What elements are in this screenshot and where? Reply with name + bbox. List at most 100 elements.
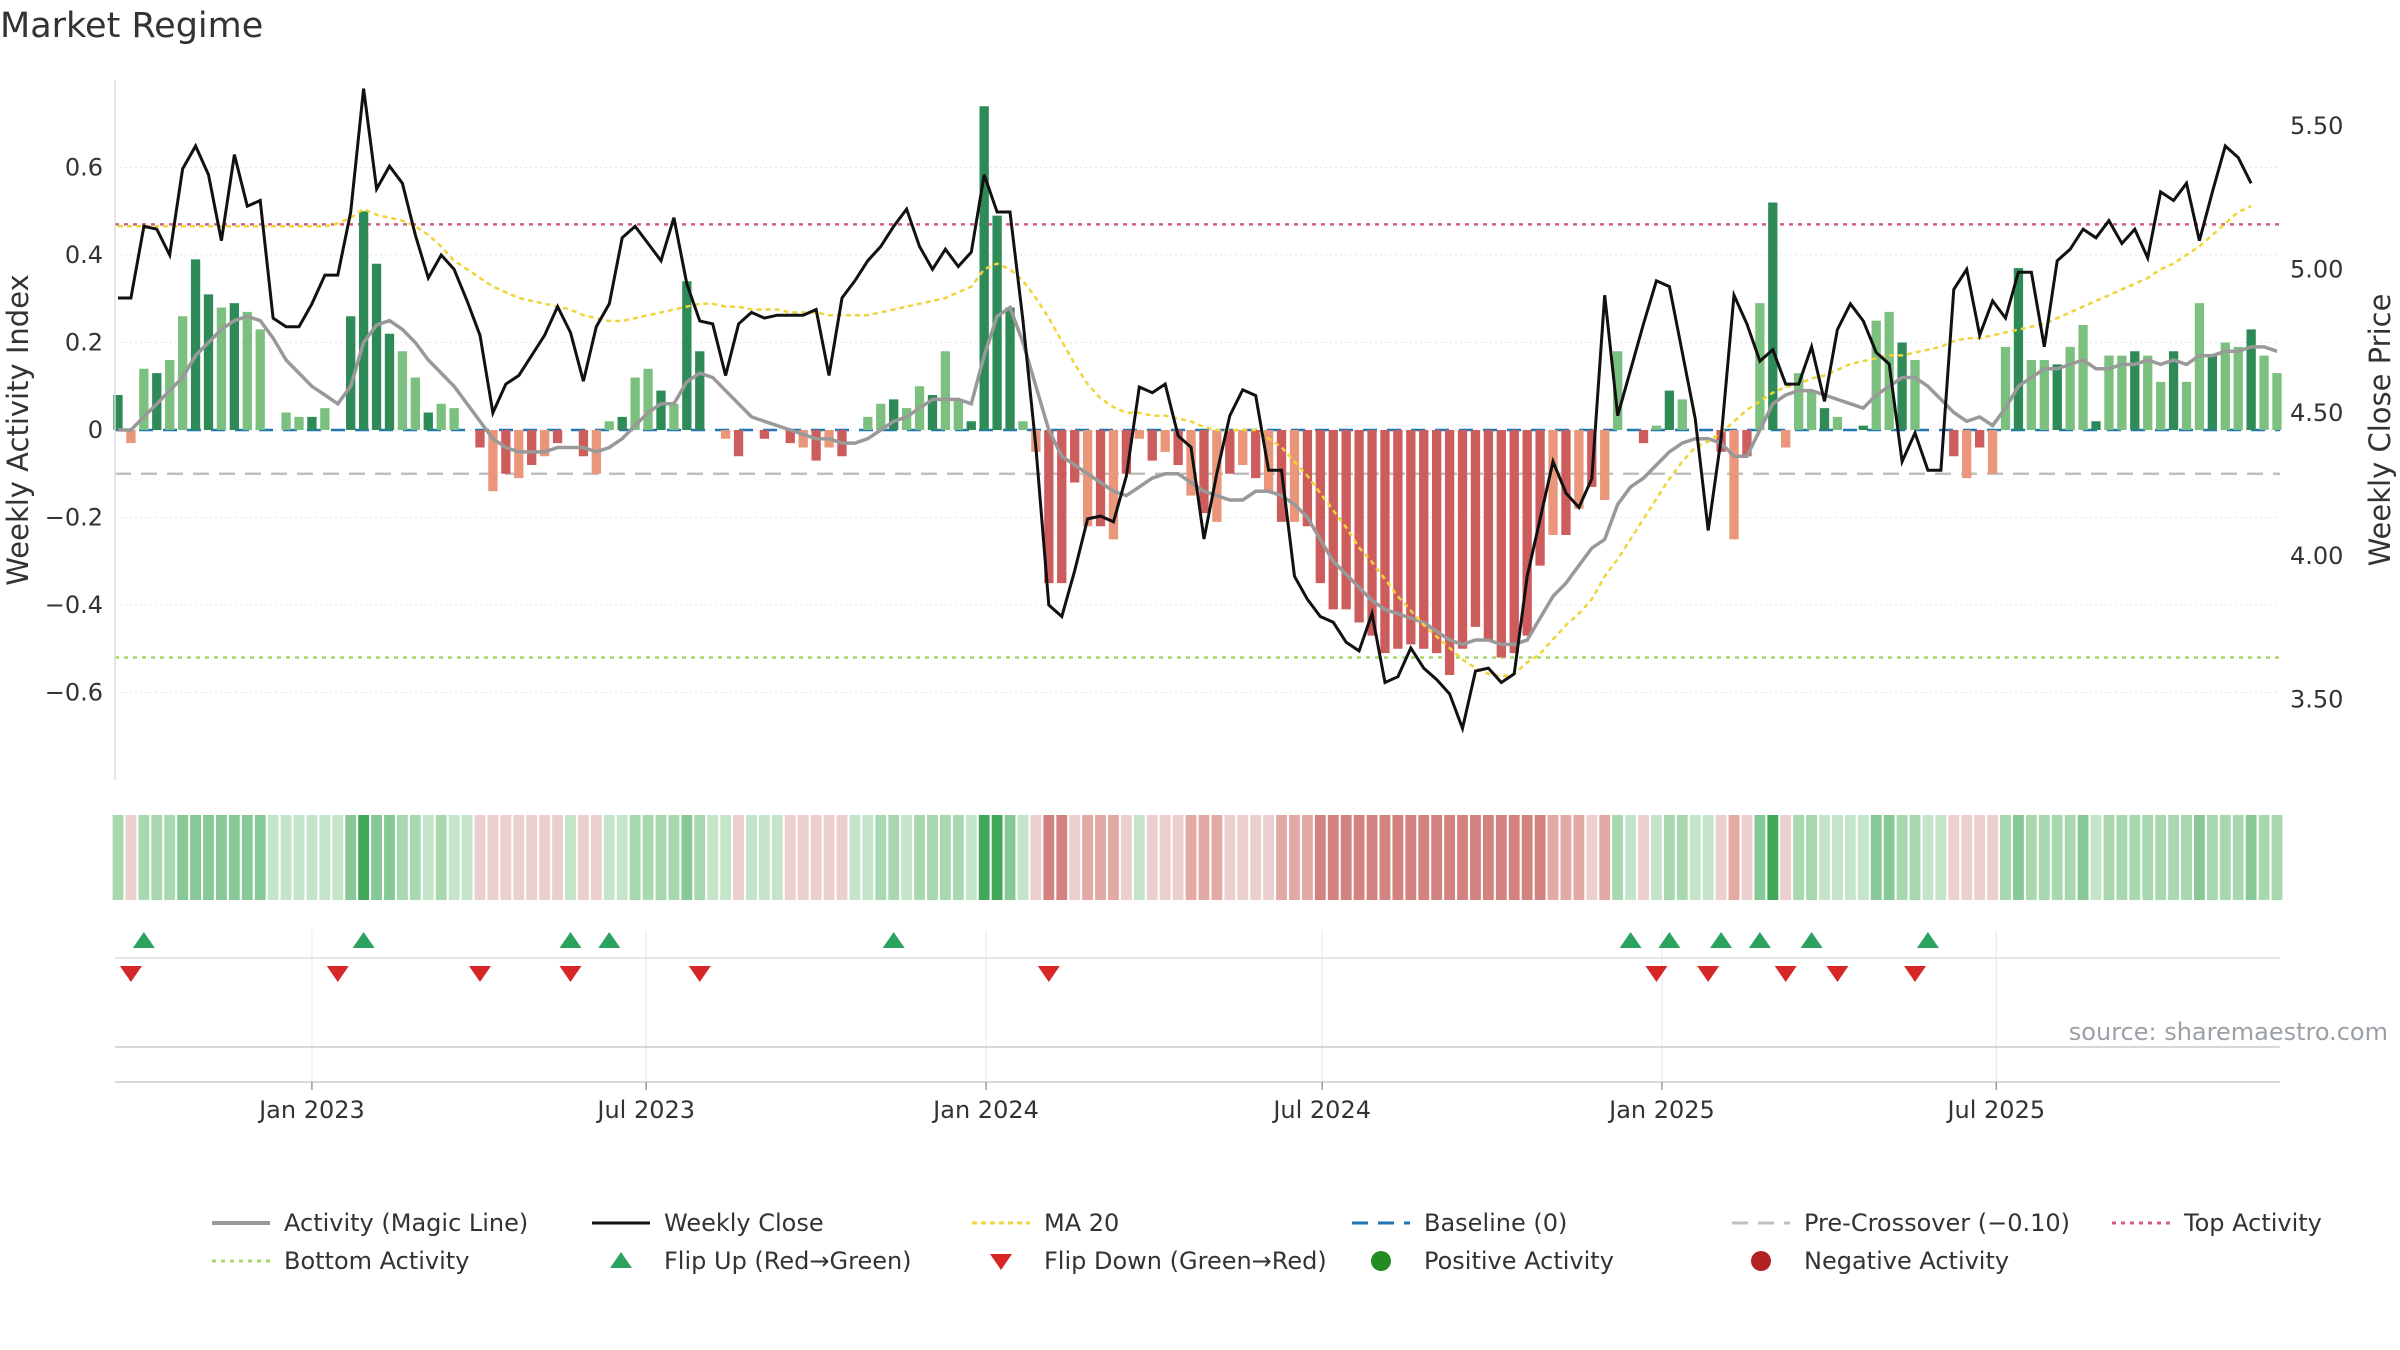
activity-bar — [1768, 202, 1778, 430]
ytick-label: −0.4 — [45, 591, 103, 619]
activity-bar — [1367, 430, 1377, 636]
flip-down-marker — [688, 966, 711, 982]
regime-cell — [875, 815, 887, 900]
activity-bar — [1018, 421, 1028, 430]
activity-bar — [1561, 430, 1571, 535]
regime-cell — [668, 815, 680, 900]
legend-label: Bottom Activity — [284, 1247, 470, 1275]
activity-bar — [1949, 430, 1959, 457]
regime-cell — [978, 815, 990, 900]
regime-cell — [849, 815, 861, 900]
activity-bar — [1380, 430, 1390, 654]
legend-symbol-precross — [1732, 1221, 1790, 1225]
legend-label: Flip Down (Green→Red) — [1044, 1247, 1327, 1275]
flip-up-marker — [1800, 932, 1823, 948]
regime-cell — [151, 815, 163, 900]
regime-cell — [138, 815, 150, 900]
activity-bar — [1794, 373, 1804, 430]
activity-bar — [1457, 430, 1468, 649]
regime-cell — [1120, 815, 1132, 900]
activity-bar — [1819, 408, 1830, 430]
activity-bar — [1121, 430, 1132, 474]
activity-bar — [1444, 430, 1455, 675]
regime-cell — [952, 815, 964, 900]
regime-cell — [1237, 815, 1249, 900]
y2tick-label: 4.00 — [2290, 542, 2343, 570]
regime-cell — [319, 815, 331, 900]
activity-bar — [1483, 430, 1494, 640]
activity-bar — [2233, 346, 2243, 430]
regime-cell — [1263, 815, 1275, 900]
regime-cell — [228, 815, 240, 900]
activity-bar — [1574, 430, 1584, 509]
regime-cell — [1146, 815, 1158, 900]
y2tick-label: 5.00 — [2290, 255, 2343, 283]
activity-bar — [1095, 430, 1106, 527]
regime-cell — [1883, 815, 1895, 900]
activity-bar — [2272, 373, 2282, 430]
regime-cell — [396, 815, 408, 900]
regime-cell — [1547, 815, 1559, 900]
regime-cell — [616, 815, 628, 900]
activity-bar — [1613, 351, 1623, 430]
regime-cell — [2116, 815, 2128, 900]
regime-cell — [1974, 815, 1986, 900]
y2-axis-label: Weekly Close Price — [2363, 294, 2397, 567]
activity-bar — [1005, 307, 1015, 430]
regime-cell — [448, 815, 460, 900]
activity-bar — [643, 368, 653, 430]
regime-cell — [2245, 815, 2257, 900]
regime-cell — [1909, 815, 1921, 900]
legend-symbol-flipup — [610, 1252, 632, 1268]
regime-cell — [500, 815, 512, 900]
ytick-label: 0.2 — [65, 329, 103, 357]
activity-bar — [2207, 355, 2218, 430]
activity-bar — [229, 303, 240, 430]
activity-bar — [940, 351, 951, 430]
regime-cell — [927, 815, 938, 900]
regime-cell — [513, 815, 525, 900]
regime-cell — [1198, 815, 1210, 900]
activity-bar — [578, 430, 589, 457]
activity-bar — [2078, 325, 2088, 430]
regime-cell — [939, 815, 951, 900]
legend-item-top: Top Activity — [2110, 1208, 2322, 1238]
regime-cell — [1095, 815, 1106, 900]
activity-bar — [1186, 430, 1196, 496]
regime-cell — [1508, 815, 1520, 900]
activity-bar — [2065, 346, 2075, 430]
regime-cell — [1676, 815, 1688, 900]
regime-cell — [526, 815, 538, 900]
regime-cell — [836, 815, 848, 900]
flip-up-marker — [559, 932, 582, 948]
regime-cell — [1224, 815, 1236, 900]
activity-bar — [901, 408, 912, 430]
activity-bar — [488, 430, 498, 492]
y-axis-label: Weekly Activity Index — [1, 274, 35, 585]
regime-cell — [577, 815, 589, 900]
ma20-series — [118, 205, 2252, 678]
regime-cell — [1405, 815, 1417, 900]
xtick-label: Jul 2023 — [595, 1096, 695, 1124]
regime-cell — [2232, 815, 2244, 900]
flip-down-marker — [1774, 966, 1797, 982]
regime-cell — [2206, 815, 2218, 900]
regime-cell — [655, 815, 667, 900]
activity-bar — [1225, 430, 1235, 474]
activity-bar — [346, 316, 356, 430]
activity-bar — [1677, 399, 1687, 430]
activity-bar — [2220, 342, 2230, 430]
chart-title: Market Regime — [0, 6, 264, 46]
activity-bar — [1962, 430, 1972, 479]
regime-cell — [1819, 815, 1830, 900]
source-credit: source: sharemaestro.com — [2068, 1018, 2388, 1046]
regime-cell — [642, 815, 654, 900]
regime-cell — [1767, 815, 1779, 900]
regime-cell — [2155, 815, 2167, 900]
regime-cell — [1534, 815, 1546, 900]
regime-cell — [1780, 815, 1792, 900]
activity-bar — [2168, 351, 2179, 430]
activity-bar — [475, 430, 485, 448]
activity-bar — [2143, 355, 2153, 430]
activity-bar — [281, 412, 291, 430]
